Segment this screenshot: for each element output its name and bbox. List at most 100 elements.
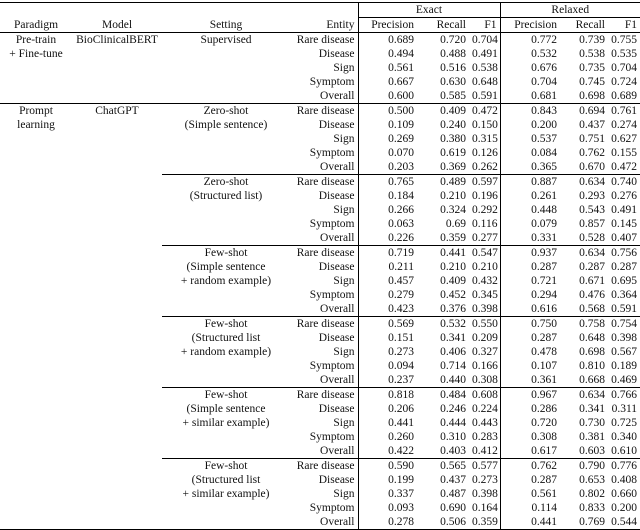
score-cell: 0.818 [357, 387, 417, 402]
entity-cell: Sign [333, 346, 355, 358]
score-cell: 0.472 [469, 103, 500, 118]
setting-line: (Structured list [191, 332, 261, 344]
score-cell: 0.287 [579, 261, 605, 273]
entity-cell: Symptom [309, 502, 355, 514]
score-cell: 0.506 [440, 516, 466, 528]
score-cell: 0.772 [499, 32, 560, 47]
score-cell: 0.292 [472, 204, 498, 216]
score-cell: 0.887 [499, 174, 560, 189]
data-row: Few-shot (Structured list + random example… [0, 316, 640, 388]
score-cell: 0.547 [469, 245, 500, 260]
data-row: Symptom 0.063 0.69 0.116 0.079 0.857 0.145 [0, 217, 640, 231]
data-row: Disease 0.494 0.488 0.491 0.532 0.538 0.535 [0, 47, 640, 61]
score-cell: 0.591 [611, 303, 638, 315]
setting-cell: Few-shot (Structured list + random example… [162, 316, 290, 388]
score-cell: 0.550 [469, 316, 500, 331]
score-cell: 0.676 [499, 61, 560, 75]
score-cell: 0.668 [579, 374, 605, 386]
score-cell: 0.489 [417, 174, 469, 189]
score-cell: 0.967 [499, 387, 560, 402]
score-cell: 0.279 [357, 288, 417, 302]
score-cell: 0.750 [499, 316, 560, 331]
data-row: Overall 0.203 0.369 0.262 0.365 0.670 0.472 [0, 160, 640, 175]
score-cell: 0.287 [499, 473, 560, 487]
score-cell: 0.412 [472, 445, 498, 457]
entity-cell: Sign [333, 417, 355, 429]
score-cell: 0.308 [472, 374, 498, 386]
data-row: Overall 0.278 0.506 0.359 0.441 0.769 0.544 [0, 515, 640, 530]
score-cell: 0.408 [611, 474, 638, 486]
score-cell: 0.695 [611, 275, 638, 287]
score-cell: 0.561 [499, 487, 560, 501]
model-cell: ChatGPT [72, 103, 162, 530]
score-cell: 0.544 [611, 516, 638, 528]
setting-line: + random example) [180, 275, 272, 287]
paradigm-line: learning [17, 119, 55, 131]
column-header: Entity [290, 17, 358, 33]
score-cell: 0.681 [499, 89, 560, 104]
score-cell: 0.437 [579, 119, 605, 131]
score-cell: 0.577 [469, 458, 500, 473]
score-cell: 0.327 [472, 346, 498, 358]
entity-cell: Overall [320, 90, 355, 102]
score-cell: 0.735 [579, 62, 605, 74]
data-row: Symptom 0.667 0.630 0.648 0.704 0.745 0.724 [0, 75, 640, 89]
setting-line: Few-shot [204, 389, 248, 401]
column-header: Paradigm [0, 17, 72, 33]
score-cell: 0.616 [499, 302, 560, 317]
score-cell: 0.627 [611, 133, 638, 145]
entity-cell: Rare disease [296, 34, 355, 46]
score-cell: 0.648 [472, 76, 498, 88]
column-header: Precision [357, 17, 417, 33]
score-cell: 0.532 [499, 47, 560, 61]
setting-cell: Supervised [162, 33, 290, 104]
setting-line: Few-shot [204, 247, 248, 259]
score-cell: 0.084 [499, 146, 560, 160]
score-cell: 0.398 [611, 332, 638, 344]
score-cell: 0.441 [417, 245, 469, 260]
header-row: Exact Relaxed [0, 2, 640, 18]
score-cell: 0.432 [472, 275, 498, 287]
score-cell: 0.277 [472, 232, 498, 244]
entity-cell: Overall [320, 516, 355, 528]
score-cell: 0.488 [440, 48, 466, 60]
score-cell: 0.568 [579, 303, 605, 315]
score-cell: 0.730 [579, 417, 605, 429]
entity-cell: Disease [318, 48, 355, 60]
entity-cell: Overall [320, 161, 355, 173]
score-cell: 0.670 [579, 161, 605, 173]
score-cell: 0.423 [357, 302, 417, 317]
paradigm-line: Pre-train [15, 34, 57, 46]
score-cell: 0.698 [579, 90, 605, 102]
setting-line: Zero-shot [203, 176, 249, 188]
score-cell: 0.269 [357, 132, 417, 146]
data-row: Disease 0.109 0.240 0.150 0.200 0.437 0.274 [0, 118, 640, 132]
score-cell: 0.857 [579, 218, 605, 230]
score-cell: 0.286 [499, 402, 560, 416]
score-cell: 0.833 [579, 502, 605, 514]
entity-cell: Overall [320, 232, 355, 244]
score-cell: 0.538 [579, 48, 605, 60]
data-row: Few-shot (Simple sentence + similar exampl… [0, 387, 640, 459]
score-cell: 0.164 [472, 502, 498, 514]
score-cell: 0.441 [499, 515, 560, 530]
score-cell: 0.398 [472, 303, 498, 315]
score-cell: 0.69 [445, 218, 466, 230]
score-cell: 0.634 [560, 174, 608, 189]
score-cell: 0.063 [357, 217, 417, 231]
entity-cell: Symptom [309, 147, 355, 159]
score-cell: 0.476 [579, 289, 605, 301]
score-cell: 0.200 [611, 502, 638, 514]
score-cell: 0.762 [579, 147, 605, 159]
paradigm-cell: Prompt learning [0, 103, 72, 530]
score-cell: 0.762 [499, 458, 560, 473]
score-cell: 0.331 [499, 231, 560, 246]
paradigm-line: Prompt [19, 105, 53, 117]
score-cell: 0.590 [357, 458, 417, 473]
data-row: Symptom 0.070 0.619 0.126 0.084 0.762 0.155 [0, 146, 640, 160]
score-cell: 0.276 [611, 190, 638, 202]
setting-line: + similar example) [182, 417, 270, 429]
score-cell: 0.634 [560, 387, 608, 402]
setting-line: + random example) [180, 346, 272, 358]
entity-cell: Sign [333, 275, 355, 287]
